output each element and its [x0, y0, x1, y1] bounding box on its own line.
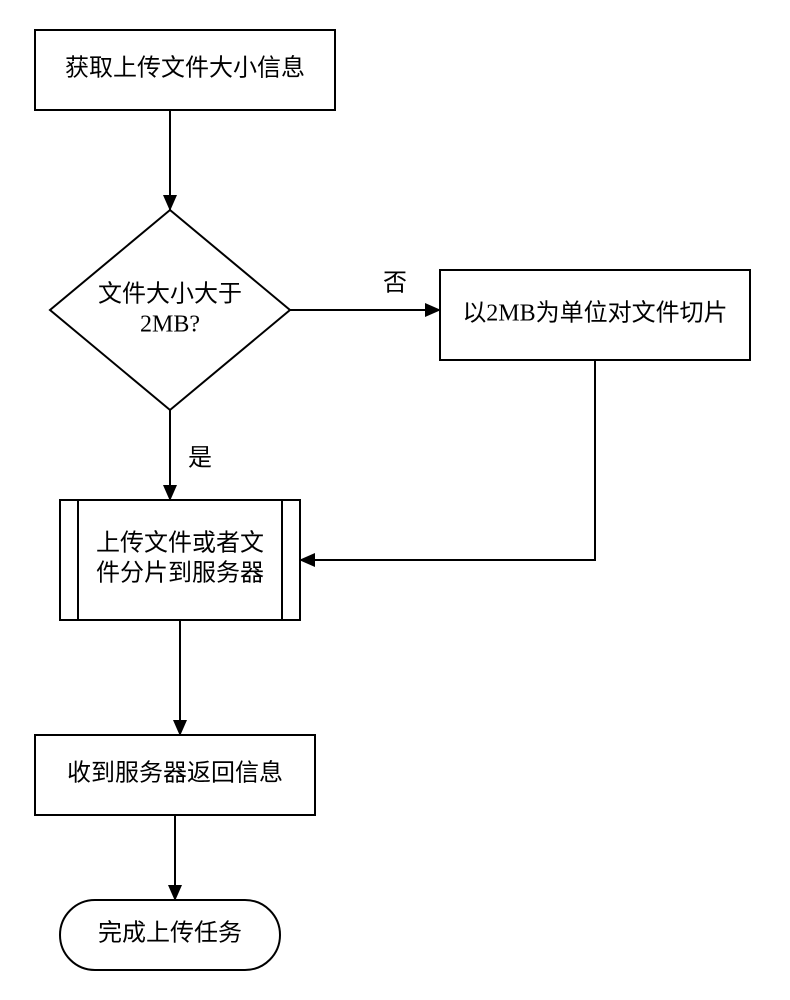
node-upload-line2: 件分片到服务器 — [96, 560, 264, 587]
node-slice-file-label: 以2MB为单位对文件切片 — [462, 300, 727, 327]
edge-n2-n3-label: 否 — [383, 271, 407, 297]
node-decision-size-line1: 文件大小大于 — [98, 281, 242, 308]
node-decision-size-line2: 2MB? — [140, 312, 200, 338]
node-upload-line1: 上传文件或者文 — [96, 530, 264, 557]
node-receive-response-label: 收到服务器返回信息 — [67, 760, 283, 787]
node-decision-size — [50, 210, 290, 410]
flowchart-canvas: 获取上传文件大小信息 文件大小大于 2MB? 以2MB为单位对文件切片 上传文件… — [0, 0, 790, 1000]
node-get-file-size-label: 获取上传文件大小信息 — [65, 55, 305, 82]
edge-n2-n4-label: 是 — [188, 446, 212, 472]
edge-n3-n4 — [300, 360, 595, 560]
node-complete-label: 完成上传任务 — [98, 920, 242, 947]
